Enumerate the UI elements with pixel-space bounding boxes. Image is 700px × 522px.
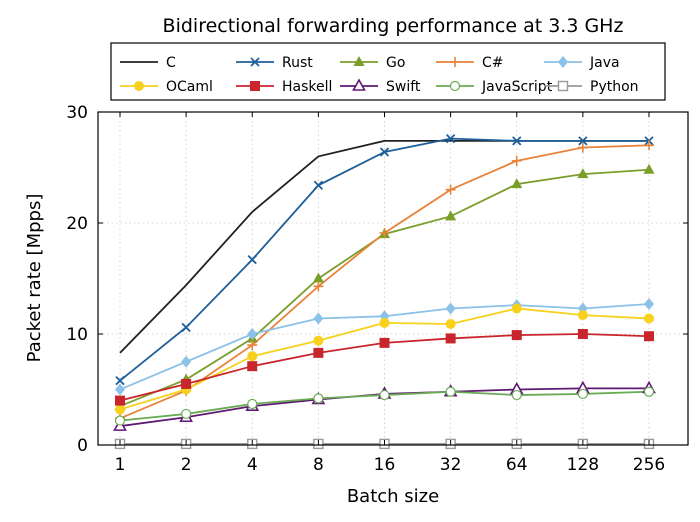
x-tick-label: 4 bbox=[247, 455, 258, 475]
x-tick-label: 8 bbox=[313, 455, 324, 475]
y-axis-ticks: 0 10 20 30 bbox=[66, 103, 688, 456]
point-haskell bbox=[379, 337, 390, 348]
y-tick-label: 10 bbox=[66, 325, 88, 345]
legend-label-rust: Rust bbox=[282, 55, 313, 71]
point-java bbox=[247, 328, 258, 340]
x-tick-label: 128 bbox=[567, 455, 599, 475]
x-tick-label: 16 bbox=[374, 455, 396, 475]
legend-marker-java bbox=[558, 56, 568, 68]
point-rust bbox=[379, 147, 390, 157]
series-line-csharp bbox=[119, 144, 650, 420]
legend-label-haskell: Haskell bbox=[282, 79, 332, 95]
point-go bbox=[577, 168, 589, 179]
x-axis-label: Batch size bbox=[347, 486, 439, 507]
chart-title: Bidirectional forwarding performance at … bbox=[163, 15, 624, 37]
point-rust bbox=[445, 134, 456, 144]
x-tick-label: 1 bbox=[115, 455, 126, 475]
x-tick-label: 32 bbox=[440, 455, 462, 475]
point-javascript bbox=[577, 388, 588, 400]
legend-label-swift: Swift bbox=[386, 79, 421, 95]
series-markers bbox=[113, 134, 656, 450]
point-go bbox=[312, 272, 324, 283]
point-csharp bbox=[644, 140, 654, 151]
point-haskell bbox=[115, 395, 125, 406]
x-tick-label: 256 bbox=[633, 455, 665, 475]
point-go bbox=[643, 163, 655, 174]
x-tick-label: 64 bbox=[506, 455, 528, 475]
point-ocaml bbox=[511, 303, 522, 314]
point-rust bbox=[313, 180, 324, 190]
legend-label-python: Python bbox=[590, 79, 639, 95]
point-csharp bbox=[445, 184, 456, 195]
point-go bbox=[511, 178, 523, 189]
point-java bbox=[115, 383, 125, 396]
y-axis-label: Packet rate [Mpps] bbox=[24, 194, 45, 363]
legend-label-c: C bbox=[166, 55, 176, 71]
point-haskell bbox=[577, 329, 588, 339]
point-csharp bbox=[313, 281, 324, 292]
point-java bbox=[445, 302, 456, 315]
point-ocaml bbox=[313, 335, 324, 346]
legend-marker-go bbox=[353, 56, 365, 66]
legend-label-javascript: JavaScript bbox=[481, 79, 553, 95]
point-javascript bbox=[313, 393, 324, 404]
legend-marker-python bbox=[557, 80, 569, 92]
legend-marker-javascript bbox=[449, 80, 461, 92]
legend-label-ocaml: OCaml bbox=[166, 79, 213, 95]
point-rust bbox=[181, 322, 191, 332]
point-haskell bbox=[644, 331, 654, 342]
point-javascript bbox=[445, 386, 456, 397]
y-tick-label: 20 bbox=[66, 214, 88, 234]
x-axis-ticks: 1 2 4 8 16 32 64 128 256 bbox=[115, 112, 665, 475]
point-rust bbox=[578, 136, 588, 146]
x-tick-label: 2 bbox=[181, 455, 192, 475]
point-javascript bbox=[379, 389, 390, 401]
point-java bbox=[313, 312, 324, 325]
legend-marker-ocaml bbox=[134, 81, 144, 91]
point-javascript bbox=[114, 415, 126, 426]
point-csharp bbox=[511, 155, 522, 166]
point-haskell bbox=[445, 333, 456, 344]
legend-label-java: Java bbox=[589, 55, 620, 71]
point-java bbox=[644, 298, 654, 311]
point-haskell bbox=[247, 361, 258, 372]
point-haskell bbox=[181, 378, 192, 389]
point-ocaml bbox=[247, 351, 258, 362]
plot-frame bbox=[97, 111, 689, 446]
point-ocaml bbox=[644, 313, 654, 324]
legend-label-csharp: C# bbox=[482, 55, 504, 71]
legend-marker-csharp bbox=[450, 57, 460, 67]
legend-label-go: Go bbox=[386, 55, 405, 71]
point-javascript bbox=[247, 398, 258, 410]
point-ocaml bbox=[115, 404, 125, 415]
legend-marker-haskell bbox=[250, 81, 260, 91]
point-haskell bbox=[511, 330, 522, 341]
point-rust bbox=[115, 375, 125, 386]
point-ocaml bbox=[379, 317, 390, 328]
point-csharp bbox=[247, 340, 258, 351]
y-tick-label: 30 bbox=[66, 103, 88, 123]
point-rust bbox=[247, 254, 257, 265]
point-ocaml bbox=[577, 310, 588, 321]
point-haskell bbox=[313, 347, 324, 358]
legend-frame bbox=[110, 42, 666, 101]
legend-marker-rust bbox=[250, 57, 260, 67]
point-ocaml bbox=[445, 319, 456, 330]
point-go bbox=[445, 210, 457, 221]
point-rust bbox=[512, 136, 522, 146]
point-csharp bbox=[577, 142, 588, 153]
point-java bbox=[181, 355, 192, 368]
legend-marker-swift bbox=[352, 78, 366, 91]
point-javascript bbox=[511, 389, 522, 401]
legend: C Rust Go C# Java OCaml Haskell Swift JavaScript… bbox=[110, 42, 666, 101]
y-tick-label: 0 bbox=[77, 436, 88, 456]
point-csharp bbox=[379, 227, 390, 238]
point-javascript bbox=[643, 386, 655, 397]
point-javascript bbox=[181, 408, 192, 420]
